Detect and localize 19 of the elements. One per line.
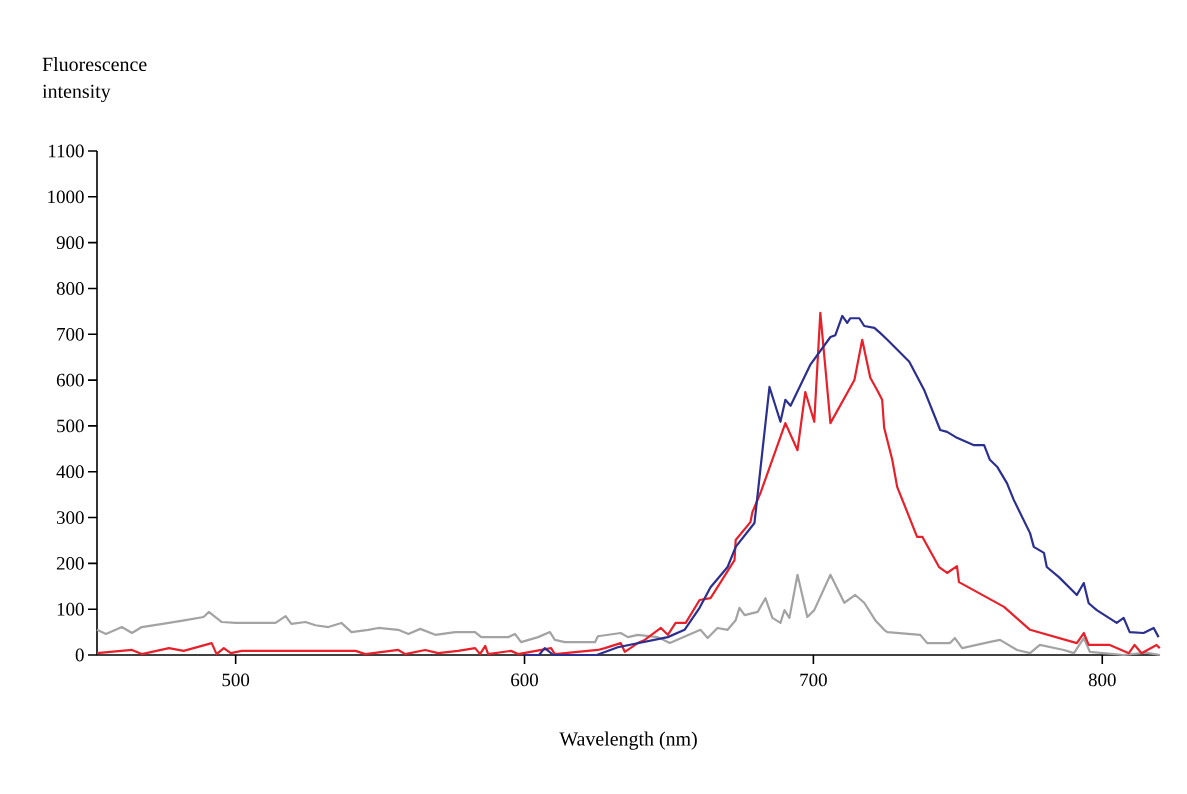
y-axis-title: Fluorescence intensity (42, 57, 147, 103)
y-tick-label: 1100 (48, 144, 84, 158)
y-tick-label: 700 (57, 327, 84, 341)
x-axis-title: Wavelength (nm) (559, 731, 697, 750)
y-tick-label: 500 (57, 419, 84, 433)
x-tick-label: 800 (1088, 673, 1116, 687)
y-tick-label: 200 (56, 556, 84, 570)
y-tick-label: 800 (56, 282, 84, 295)
x-tick-label: 600 (511, 673, 538, 687)
y-tick-label: 600 (56, 373, 84, 387)
y-tick-label: 900 (56, 236, 84, 250)
x-tick-label: 700 (800, 673, 827, 687)
y-tick-label: 1000 (48, 190, 84, 204)
line-series (523, 314, 1160, 657)
y-tick-label: 0 (75, 648, 84, 662)
y-tick-label: 400 (56, 465, 84, 479)
x-tick-label: 500 (222, 673, 250, 687)
y-tick-label: 100 (57, 602, 84, 616)
y-tick-label: 300 (56, 511, 84, 524)
